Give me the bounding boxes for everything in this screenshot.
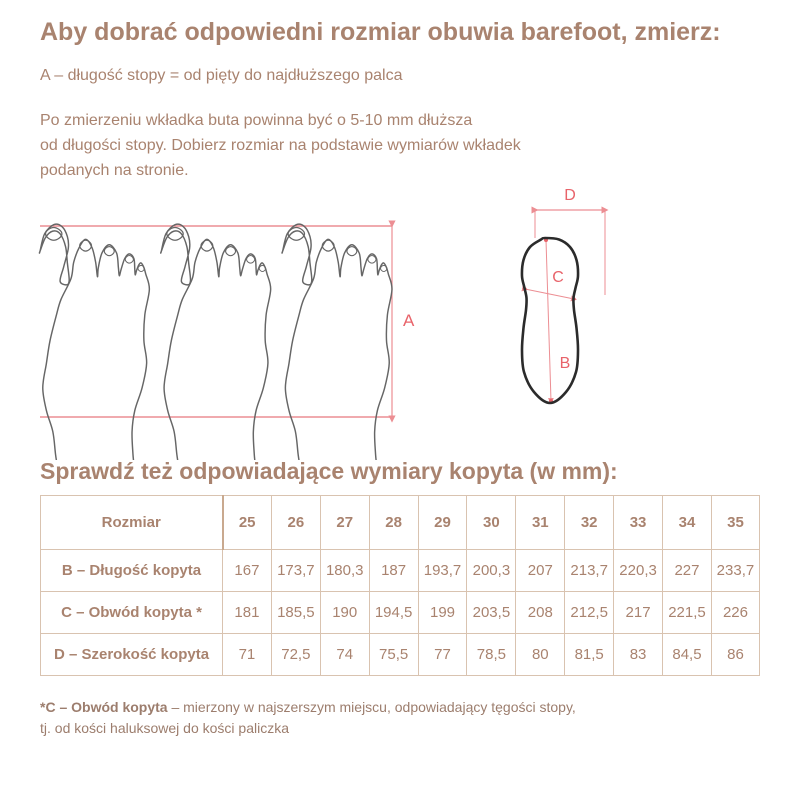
svg-text:A: A [403, 311, 415, 330]
svg-text:C: C [552, 269, 564, 286]
svg-text:B: B [560, 355, 571, 372]
svg-text:D: D [564, 187, 576, 204]
